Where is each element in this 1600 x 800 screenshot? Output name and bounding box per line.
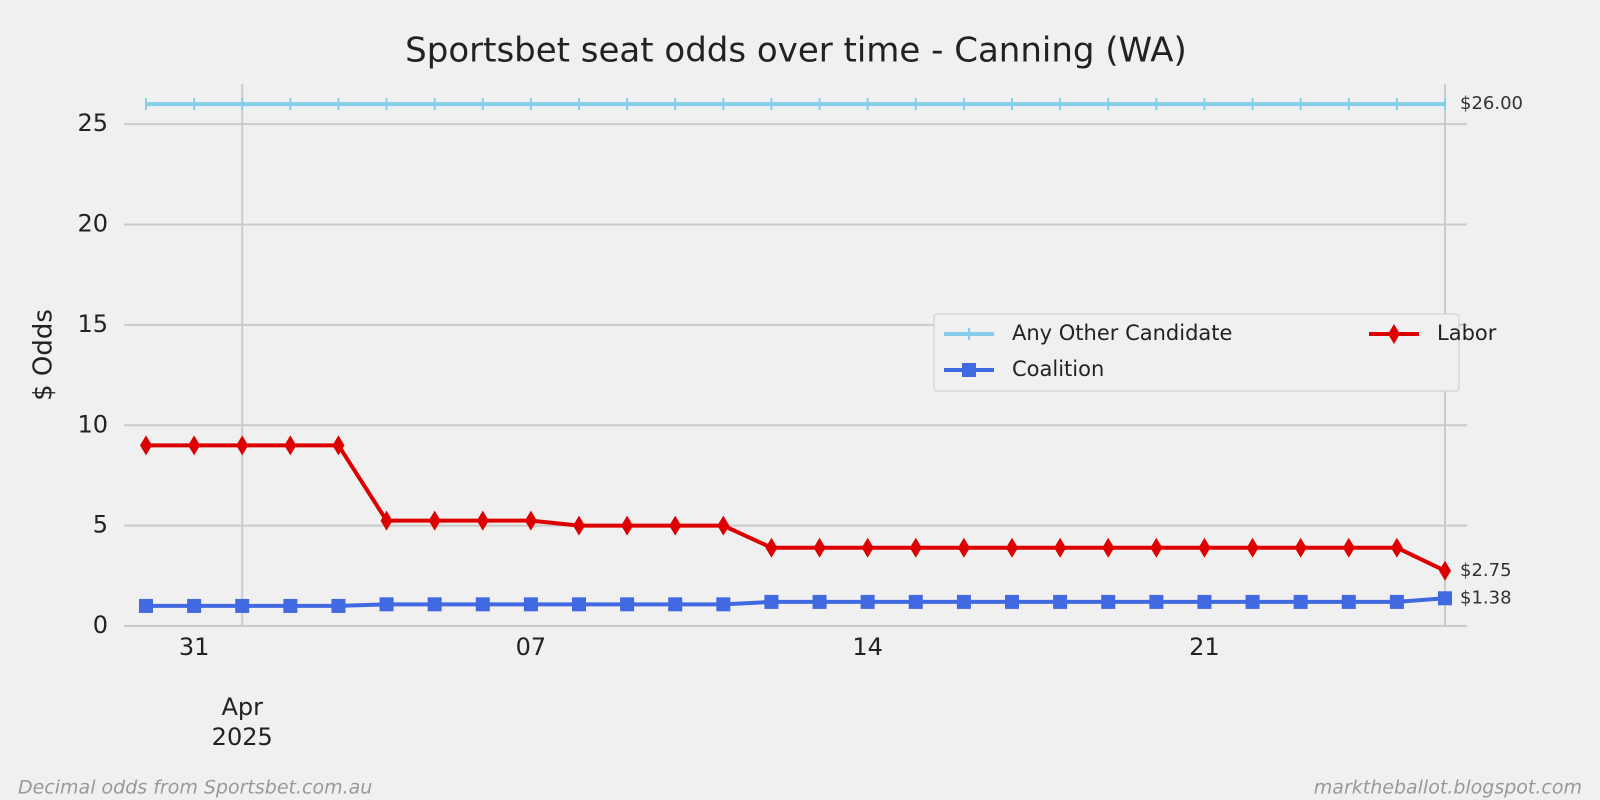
- marker: [427, 597, 442, 612]
- marker: [140, 435, 152, 456]
- marker: [428, 510, 441, 531]
- marker: [1246, 537, 1259, 558]
- marker: [669, 515, 682, 536]
- marker: [620, 597, 635, 612]
- marker: [236, 435, 249, 456]
- marker: [1439, 560, 1451, 581]
- legend-label: Labor: [1437, 321, 1497, 345]
- marker: [524, 510, 537, 531]
- marker: [956, 594, 971, 609]
- marker: [909, 537, 922, 558]
- series-line: [146, 596, 1446, 608]
- y-tick-label: 20: [77, 210, 108, 238]
- marker: [1342, 537, 1355, 558]
- marker: [284, 435, 297, 456]
- marker: [1101, 594, 1116, 609]
- series-line: [146, 443, 1446, 573]
- marker: [621, 515, 634, 536]
- y-axis-label: $ Odds: [29, 309, 59, 401]
- value-label: $2.75: [1460, 560, 1512, 581]
- marker: [957, 537, 970, 558]
- x-tick-label: 31: [178, 633, 210, 661]
- x-tick-label: 14: [852, 633, 883, 661]
- marker: [908, 594, 923, 609]
- marker: [764, 594, 779, 609]
- marker: [573, 515, 585, 536]
- marker: [379, 597, 394, 612]
- marker: [812, 594, 827, 609]
- marker: [1102, 537, 1115, 558]
- marker: [861, 537, 874, 558]
- marker: [235, 598, 250, 613]
- marker: [1390, 537, 1403, 558]
- y-tick-label: 25: [77, 109, 108, 137]
- credit-note: marktheballot.blogspot.com: [1314, 777, 1582, 799]
- marker: [1005, 594, 1019, 609]
- marker: [1054, 537, 1067, 558]
- marker: [476, 510, 489, 531]
- marker: [1149, 594, 1164, 609]
- legend-label: Any Other Candidate: [1012, 321, 1232, 345]
- marker: [1389, 594, 1404, 609]
- marker: [139, 598, 153, 613]
- marker: [1341, 594, 1356, 609]
- marker: [475, 597, 490, 612]
- marker: [813, 537, 826, 558]
- marker: [523, 597, 538, 612]
- marker: [283, 598, 298, 613]
- marker: [1150, 537, 1163, 558]
- marker: [1197, 594, 1212, 609]
- legend-label: Coalition: [1012, 357, 1104, 381]
- legend-box: [933, 313, 1460, 392]
- marker: [860, 594, 875, 609]
- x-tick-label: 07: [515, 633, 547, 661]
- marker: [188, 435, 201, 456]
- y-tick-label: 15: [77, 310, 108, 338]
- x-tick-label: Apr 2025: [211, 693, 273, 751]
- marker: [717, 515, 730, 536]
- value-label: $1.38: [1460, 587, 1512, 608]
- marker: [572, 597, 586, 612]
- marker: [1293, 594, 1308, 609]
- marker: [1245, 594, 1260, 609]
- y-tick-label: 0: [93, 611, 108, 639]
- value-label: $26.00: [1460, 93, 1523, 114]
- marker: [1438, 591, 1452, 606]
- y-tick-label: 10: [77, 410, 108, 438]
- marker: [331, 598, 346, 613]
- x-tick-label: 21: [1189, 633, 1220, 661]
- marker: [1006, 537, 1018, 558]
- chart-title: Sportsbet seat odds over time - Canning …: [405, 31, 1187, 71]
- marker: [1198, 537, 1211, 558]
- marker: [668, 597, 683, 612]
- marker: [765, 537, 778, 558]
- marker: [380, 510, 393, 531]
- marker: [332, 435, 345, 456]
- marker: [1053, 594, 1068, 609]
- marker: [1388, 324, 1400, 344]
- source-note: Decimal odds from Sportsbet.com.au: [18, 777, 372, 799]
- marker: [187, 598, 202, 613]
- marker: [716, 597, 731, 612]
- marker: [1294, 537, 1307, 558]
- marker: [962, 363, 976, 377]
- y-tick-label: 5: [93, 511, 108, 539]
